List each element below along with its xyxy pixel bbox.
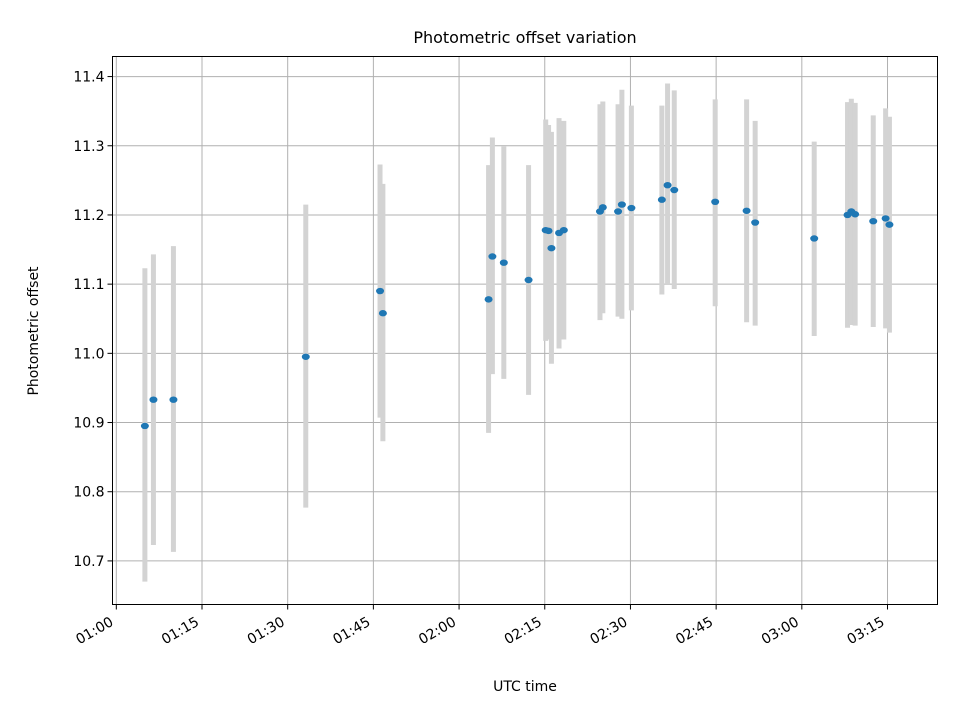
- data-point: [711, 198, 720, 206]
- y-tick-label: 10.8: [73, 485, 104, 501]
- x-tick-label: 02:30: [587, 614, 630, 648]
- data-point: [614, 208, 623, 215]
- y-tick-label: 10.9: [73, 416, 104, 432]
- plot-frame: [112, 56, 938, 605]
- data-point: [301, 353, 310, 360]
- data-point: [149, 396, 158, 403]
- y-tick-label: 10.7: [73, 554, 104, 570]
- x-axis: 01:00 01:15 01:30 01:45 02:00 02:15 02:30 02:45…: [73, 604, 889, 648]
- x-tick-label: 02:15: [502, 614, 545, 648]
- y-tick-label: 11.1: [73, 277, 104, 293]
- data-point: [851, 211, 860, 218]
- x-axis-label: UTC time: [493, 679, 557, 695]
- data-point: [810, 235, 819, 242]
- data-point: [663, 181, 672, 189]
- chart-title: Photometric offset variation: [413, 28, 636, 47]
- x-tick-label: 02:45: [673, 614, 716, 648]
- data-point: [524, 276, 533, 284]
- y-axis: 10.7 10.8 10.9 11.0 11.1 11.2 11.3 11.4: [73, 70, 113, 570]
- data-point: [885, 221, 894, 228]
- y-tick-label: 11.0: [73, 346, 104, 362]
- y-tick-label: 11.2: [73, 208, 104, 224]
- x-tick-label: 03:00: [759, 614, 802, 648]
- data-point: [140, 422, 149, 430]
- data-point: [670, 186, 679, 194]
- data-point: [169, 396, 178, 403]
- data-point: [598, 204, 607, 211]
- y-tick-label: 11.4: [73, 70, 104, 86]
- data-point: [547, 244, 556, 252]
- y-tick-label: 11.3: [73, 139, 104, 155]
- data-point: [869, 217, 878, 225]
- x-tick-label: 02:00: [416, 614, 459, 648]
- data-point: [488, 253, 497, 260]
- data-point: [544, 227, 553, 235]
- data-point: [376, 287, 385, 295]
- data-point: [484, 296, 493, 303]
- data-point: [881, 215, 890, 222]
- x-tick-label: 01:45: [330, 614, 373, 648]
- data-point: [499, 259, 508, 266]
- data-point: [751, 219, 760, 226]
- y-axis-label: Photometric offset: [26, 266, 42, 396]
- data-point: [627, 204, 636, 212]
- data-point: [742, 207, 751, 214]
- data-point: [657, 196, 666, 203]
- x-tick-label: 01:15: [159, 614, 202, 648]
- x-tick-label: 01:30: [245, 614, 288, 648]
- data-point: [617, 201, 626, 208]
- x-tick-label: 03:15: [845, 614, 888, 648]
- data-point: [378, 310, 387, 317]
- errorbars: [142, 83, 892, 582]
- data-point: [559, 226, 568, 234]
- data-points: [140, 181, 894, 430]
- x-tick-label: 01:00: [73, 614, 116, 648]
